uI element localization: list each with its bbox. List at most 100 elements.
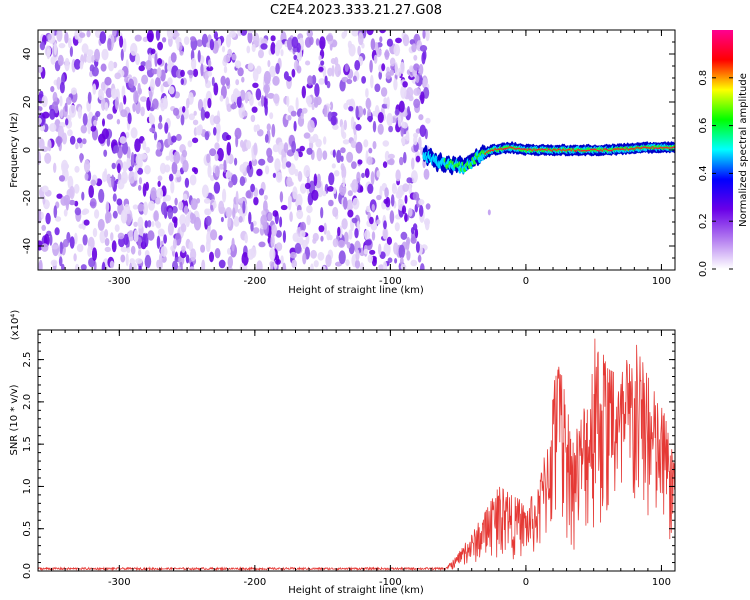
noise-cell [58, 43, 66, 49]
noise-cell [363, 248, 368, 255]
noise-cell [51, 244, 59, 250]
noise-cell [264, 85, 269, 99]
noise-cell [402, 122, 408, 129]
noise-cell [291, 36, 299, 49]
noise-cell [298, 151, 303, 158]
noise-cell [306, 205, 313, 214]
noise-cell [112, 193, 117, 202]
noise-cell [227, 248, 231, 255]
noise-cell [320, 60, 325, 66]
noise-cell [280, 49, 284, 57]
noise-cell [206, 153, 211, 164]
noise-cell [182, 106, 186, 113]
noise-cell [292, 186, 298, 200]
noise-cell [253, 32, 260, 47]
noise-cell [125, 253, 129, 267]
noise-cell [220, 216, 224, 223]
noise-cell [252, 68, 259, 82]
noise-cell [318, 78, 326, 85]
noise-cell [45, 212, 51, 225]
noise-cell [369, 59, 373, 73]
noise-cell [305, 60, 311, 66]
noise-cell [239, 207, 243, 218]
noise-cell [425, 30, 430, 42]
noise-cell [82, 113, 88, 126]
x-tick-label: -200 [243, 577, 266, 588]
noise-cell [122, 141, 128, 155]
noise-cell [101, 261, 106, 270]
x-tick-label: 0 [523, 276, 529, 287]
noise-cell [247, 248, 255, 260]
noise-cell [244, 92, 249, 104]
noise-cell [104, 76, 112, 86]
noise-cell [395, 169, 401, 182]
noise-cell [293, 150, 299, 161]
noise-cell [364, 168, 370, 179]
y-tick-label: 2.0 [22, 394, 33, 410]
noise-cell [354, 228, 359, 239]
noise-cell [173, 217, 178, 229]
noise-cell [414, 228, 419, 239]
noise-cell [55, 216, 62, 222]
noise-cell [285, 161, 292, 168]
noise-cell [119, 35, 124, 48]
noise-cell [305, 95, 312, 105]
noise-cell [258, 241, 266, 248]
noise-cell [279, 191, 284, 203]
noise-cell [381, 63, 386, 72]
noise-cell [240, 30, 248, 36]
noise-cell [253, 196, 259, 206]
noise-cell [63, 209, 68, 217]
noise-cell [422, 30, 426, 39]
noise-cell [356, 171, 361, 184]
noise-cell [111, 240, 117, 253]
noise-cell [345, 259, 350, 266]
y-tick-label: 1.5 [22, 436, 33, 452]
spectrogram-y-label: Frequency (Hz) [9, 112, 20, 188]
noise-cell [192, 137, 199, 144]
noise-cell [387, 257, 393, 264]
noise-cell [176, 36, 180, 51]
noise-cell [39, 138, 45, 151]
noise-cell [314, 83, 320, 98]
noise-cell [346, 78, 353, 85]
noise-cell [424, 220, 430, 231]
noise-cell [152, 98, 159, 110]
noise-cell [382, 161, 388, 169]
noise-cell [226, 134, 232, 141]
noise-cell [287, 37, 293, 51]
noise-cell [154, 53, 158, 67]
noise-cell [364, 239, 372, 246]
noise-cell [135, 53, 140, 66]
noise-cell [120, 109, 128, 118]
noise-cell [214, 165, 220, 178]
noise-cell [270, 42, 276, 55]
noise-cell [128, 78, 135, 89]
noise-cell [104, 168, 108, 179]
noise-cell [318, 225, 325, 233]
noise-cell [59, 109, 64, 119]
noise-cell [106, 137, 111, 147]
noise-cell [221, 46, 226, 53]
noise-cell [271, 224, 278, 237]
noise-cell [135, 153, 143, 166]
noise-cell [351, 30, 359, 37]
noise-cell [171, 135, 177, 143]
noise-cell [355, 141, 363, 154]
noise-cell [73, 58, 81, 70]
noise-cell [104, 238, 110, 246]
y-tick-label: 0 [22, 147, 33, 153]
noise-cell [158, 114, 163, 123]
noise-cell [182, 159, 189, 173]
noise-cell [137, 249, 142, 256]
noise-cell [185, 254, 190, 264]
noise-cell [205, 215, 212, 226]
colorbar-gradient [712, 30, 733, 269]
noise-cell [374, 41, 379, 51]
noise-cell [394, 109, 400, 116]
noise-cell [104, 229, 109, 238]
noise-cell [110, 232, 114, 241]
noise-cell [251, 43, 256, 53]
noise-cell [98, 188, 105, 203]
noise-cell [324, 75, 328, 86]
